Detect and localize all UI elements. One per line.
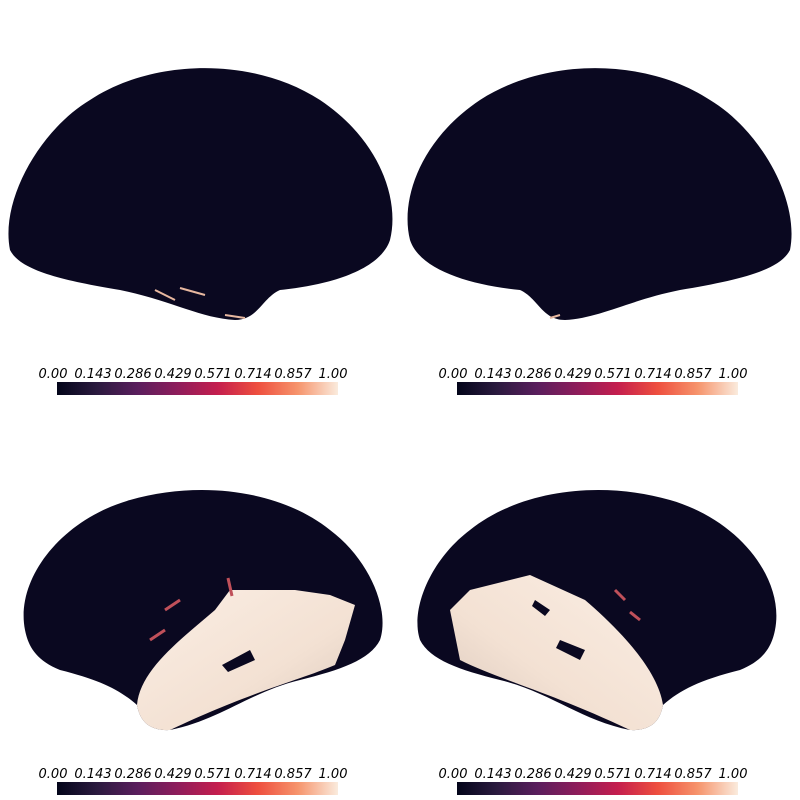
colorbar-tick-label: 0.571 (194, 367, 231, 382)
colorbar-tick-label: 0.143 (474, 767, 511, 782)
colorbar-tick-label: 0.143 (74, 767, 111, 782)
brain-bottom-left (23, 490, 383, 731)
colorbar-tick-label: 0.714 (234, 367, 271, 382)
colorbar-tick-label: 1.00 (719, 367, 748, 382)
colorbar-tick-label: 0.286 (514, 767, 551, 782)
brain-top-left (8, 68, 393, 320)
colorbar-tick-label: 0.00 (39, 367, 68, 382)
colorbar-tick-label: 1.00 (319, 367, 348, 382)
colorbar-tick-label: 0.286 (114, 367, 151, 382)
colorbar-tick-label: 0.857 (274, 367, 312, 382)
colorbar-tick-label: 0.00 (439, 367, 468, 382)
colorbar (57, 382, 338, 395)
colorbar-tick-label: 0.429 (554, 767, 591, 782)
colorbar-tick-label: 0.714 (634, 767, 671, 782)
colorbar-tick-label: 0.571 (194, 767, 231, 782)
colorbar-tick-label: 0.857 (674, 367, 712, 382)
colorbar (57, 782, 338, 795)
colorbar-tick-label: 0.714 (634, 367, 671, 382)
colorbar-tick-label: 0.429 (154, 367, 191, 382)
colorbar (457, 782, 738, 795)
colorbar-tick-label: 1.00 (319, 767, 348, 782)
colorbar-tick-label: 0.571 (594, 367, 631, 382)
colorbar-tick-label: 0.429 (554, 367, 591, 382)
colorbar-tick-label: 0.857 (674, 767, 712, 782)
colorbar-tick-label: 0.00 (439, 767, 468, 782)
brain-bottom-right (417, 490, 777, 731)
colorbar-tick-label: 0.143 (74, 367, 111, 382)
colorbar-tick-label: 0.00 (39, 767, 68, 782)
colorbar-tick-label: 1.00 (719, 767, 748, 782)
colorbar-tick-label: 0.571 (594, 767, 631, 782)
colorbar-tick-label: 0.286 (114, 767, 151, 782)
colorbar-tick-label: 0.143 (474, 367, 511, 382)
brain-top-right (407, 68, 792, 320)
colorbar-tick-label: 0.429 (154, 767, 191, 782)
colorbar-tick-label: 0.286 (514, 367, 551, 382)
colorbar-tick-label: 0.714 (234, 767, 271, 782)
colorbar (457, 382, 738, 395)
colorbar-tick-label: 0.857 (274, 767, 312, 782)
